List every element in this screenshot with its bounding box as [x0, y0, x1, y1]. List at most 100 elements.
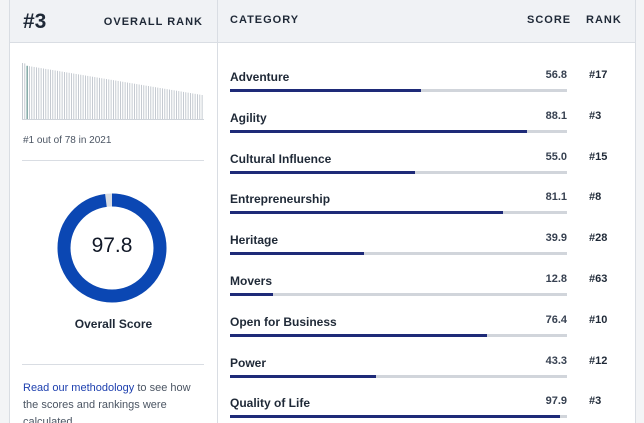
sparkline-bar [131, 83, 133, 119]
sparkline-bar [22, 63, 23, 119]
overall-panel: #3 OVERALL RANK #1 out of 78 in 2021 97.… [10, 0, 218, 423]
category-row: Entrepreneurship 81.1 #8 [230, 177, 601, 217]
category-name: Agility [230, 110, 267, 125]
sparkline-bar [94, 77, 96, 119]
category-rank: #15 [589, 150, 608, 163]
sparkline-bar [66, 72, 68, 119]
sparkline-bar [99, 77, 100, 119]
sparkline-bar [33, 66, 35, 119]
category-score: 43.3 [545, 354, 567, 367]
sparkline-bar [180, 91, 182, 119]
sparkline-bar [201, 95, 203, 119]
sparkline-bar [152, 86, 154, 119]
category-name: Quality of Life [230, 396, 311, 411]
score-column-header: SCORE [527, 14, 572, 26]
sparkline-bar [113, 80, 114, 119]
sparkline-bar [57, 70, 58, 119]
rank-column-header: RANK [586, 14, 622, 26]
score-bar-fill [230, 293, 274, 296]
score-bar-fill [230, 170, 416, 174]
category-score: 55.0 [545, 150, 567, 163]
sparkline-bar [38, 67, 40, 119]
score-bar-track [230, 252, 567, 256]
score-bar-fill [230, 89, 422, 92]
sparkline-bar [157, 87, 159, 119]
divider [22, 364, 204, 365]
score-bar-track [230, 89, 567, 92]
category-row: Power 43.3 #12 [230, 341, 607, 381]
sparkline-bar [150, 86, 152, 119]
score-bar-track [230, 333, 567, 337]
category-row: Open for Business 76.4 #10 [230, 300, 607, 340]
methodology-link[interactable]: Read our methodology [23, 382, 135, 394]
rank-note: #1 out of 78 in 2021 [23, 135, 112, 146]
sparkline-bar [194, 93, 196, 119]
sparkline-bar [31, 66, 33, 119]
sparkline-bar [36, 67, 37, 119]
category-rank: #28 [589, 232, 608, 245]
sparkline-bar [43, 68, 44, 119]
rank-distribution-sparkline [22, 63, 204, 120]
category-rank: #10 [589, 313, 608, 326]
sparkline-bar [59, 71, 61, 119]
sparkline-bar [134, 83, 135, 119]
category-rank: #12 [589, 354, 608, 367]
score-bar-fill [230, 252, 365, 256]
category-name: Power [230, 355, 267, 370]
category-row: Cultural Influence 55.0 #15 [230, 137, 607, 177]
score-bar-track [230, 211, 567, 215]
sparkline-bar [40, 68, 42, 119]
sparkline-bar [124, 82, 126, 119]
sparkline-bar [45, 68, 47, 119]
sparkline-bar [183, 91, 184, 119]
category-name: Movers [230, 274, 273, 288]
sparkline-bar [24, 63, 26, 119]
category-score: 12.8 [545, 273, 567, 285]
sparkline-svg [22, 63, 203, 119]
category-score: 56.8 [545, 69, 567, 81]
sparkline-bar [73, 73, 75, 119]
sparkline-bar [80, 74, 82, 119]
overall-score-donut [57, 193, 167, 303]
category-name: Heritage [230, 233, 279, 248]
methodology-note: Read our methodology to see how the scor… [23, 380, 205, 423]
sparkline-bar [164, 88, 166, 119]
category-score: 81.1 [545, 191, 567, 204]
sparkline-bar [166, 89, 168, 119]
sparkline-bar [50, 69, 51, 119]
sparkline-bar [178, 91, 180, 119]
category-name: Cultural Influence [230, 151, 332, 166]
sparkline-bar [47, 69, 49, 119]
score-bar-track [230, 415, 567, 419]
category-score: 88.1 [545, 109, 567, 122]
overall-rank-label: OVERALL RANK [103, 16, 203, 28]
sparkline-bar [87, 75, 89, 119]
sparkline-bar [64, 72, 65, 119]
score-bar-fill [230, 211, 504, 215]
sparkline-bar [138, 84, 140, 119]
sparkline-bar [115, 80, 117, 119]
sparkline-bar [197, 94, 198, 119]
divider [22, 160, 204, 161]
country-rankings-panel: #3 OVERALL RANK #1 out of 78 in 2021 97.… [9, 0, 636, 423]
donut-arc [57, 193, 167, 303]
category-score: 39.9 [545, 232, 567, 245]
sparkline-bar [29, 66, 30, 119]
overall-score-value: 97.8 [91, 234, 133, 257]
category-rank: #8 [589, 191, 602, 204]
sparkline-bar [85, 75, 86, 119]
sparkline-bar [68, 72, 70, 119]
category-column-header: CATEGORY [230, 14, 300, 26]
sparkline-bar [190, 93, 191, 119]
sparkline-bar [89, 76, 91, 119]
sparkline-bar [185, 92, 187, 119]
sparkline-bar [26, 65, 28, 119]
sparkline-bar [136, 84, 138, 119]
category-name: Adventure [230, 70, 290, 84]
sparkline-bar [92, 76, 93, 119]
sparkline-bar [54, 70, 56, 119]
category-row: Quality of Life 97.9 #3 [230, 381, 601, 421]
category-score: 97.9 [545, 395, 567, 408]
sparkline-bar [173, 90, 175, 119]
category-rank: #17 [589, 69, 608, 81]
